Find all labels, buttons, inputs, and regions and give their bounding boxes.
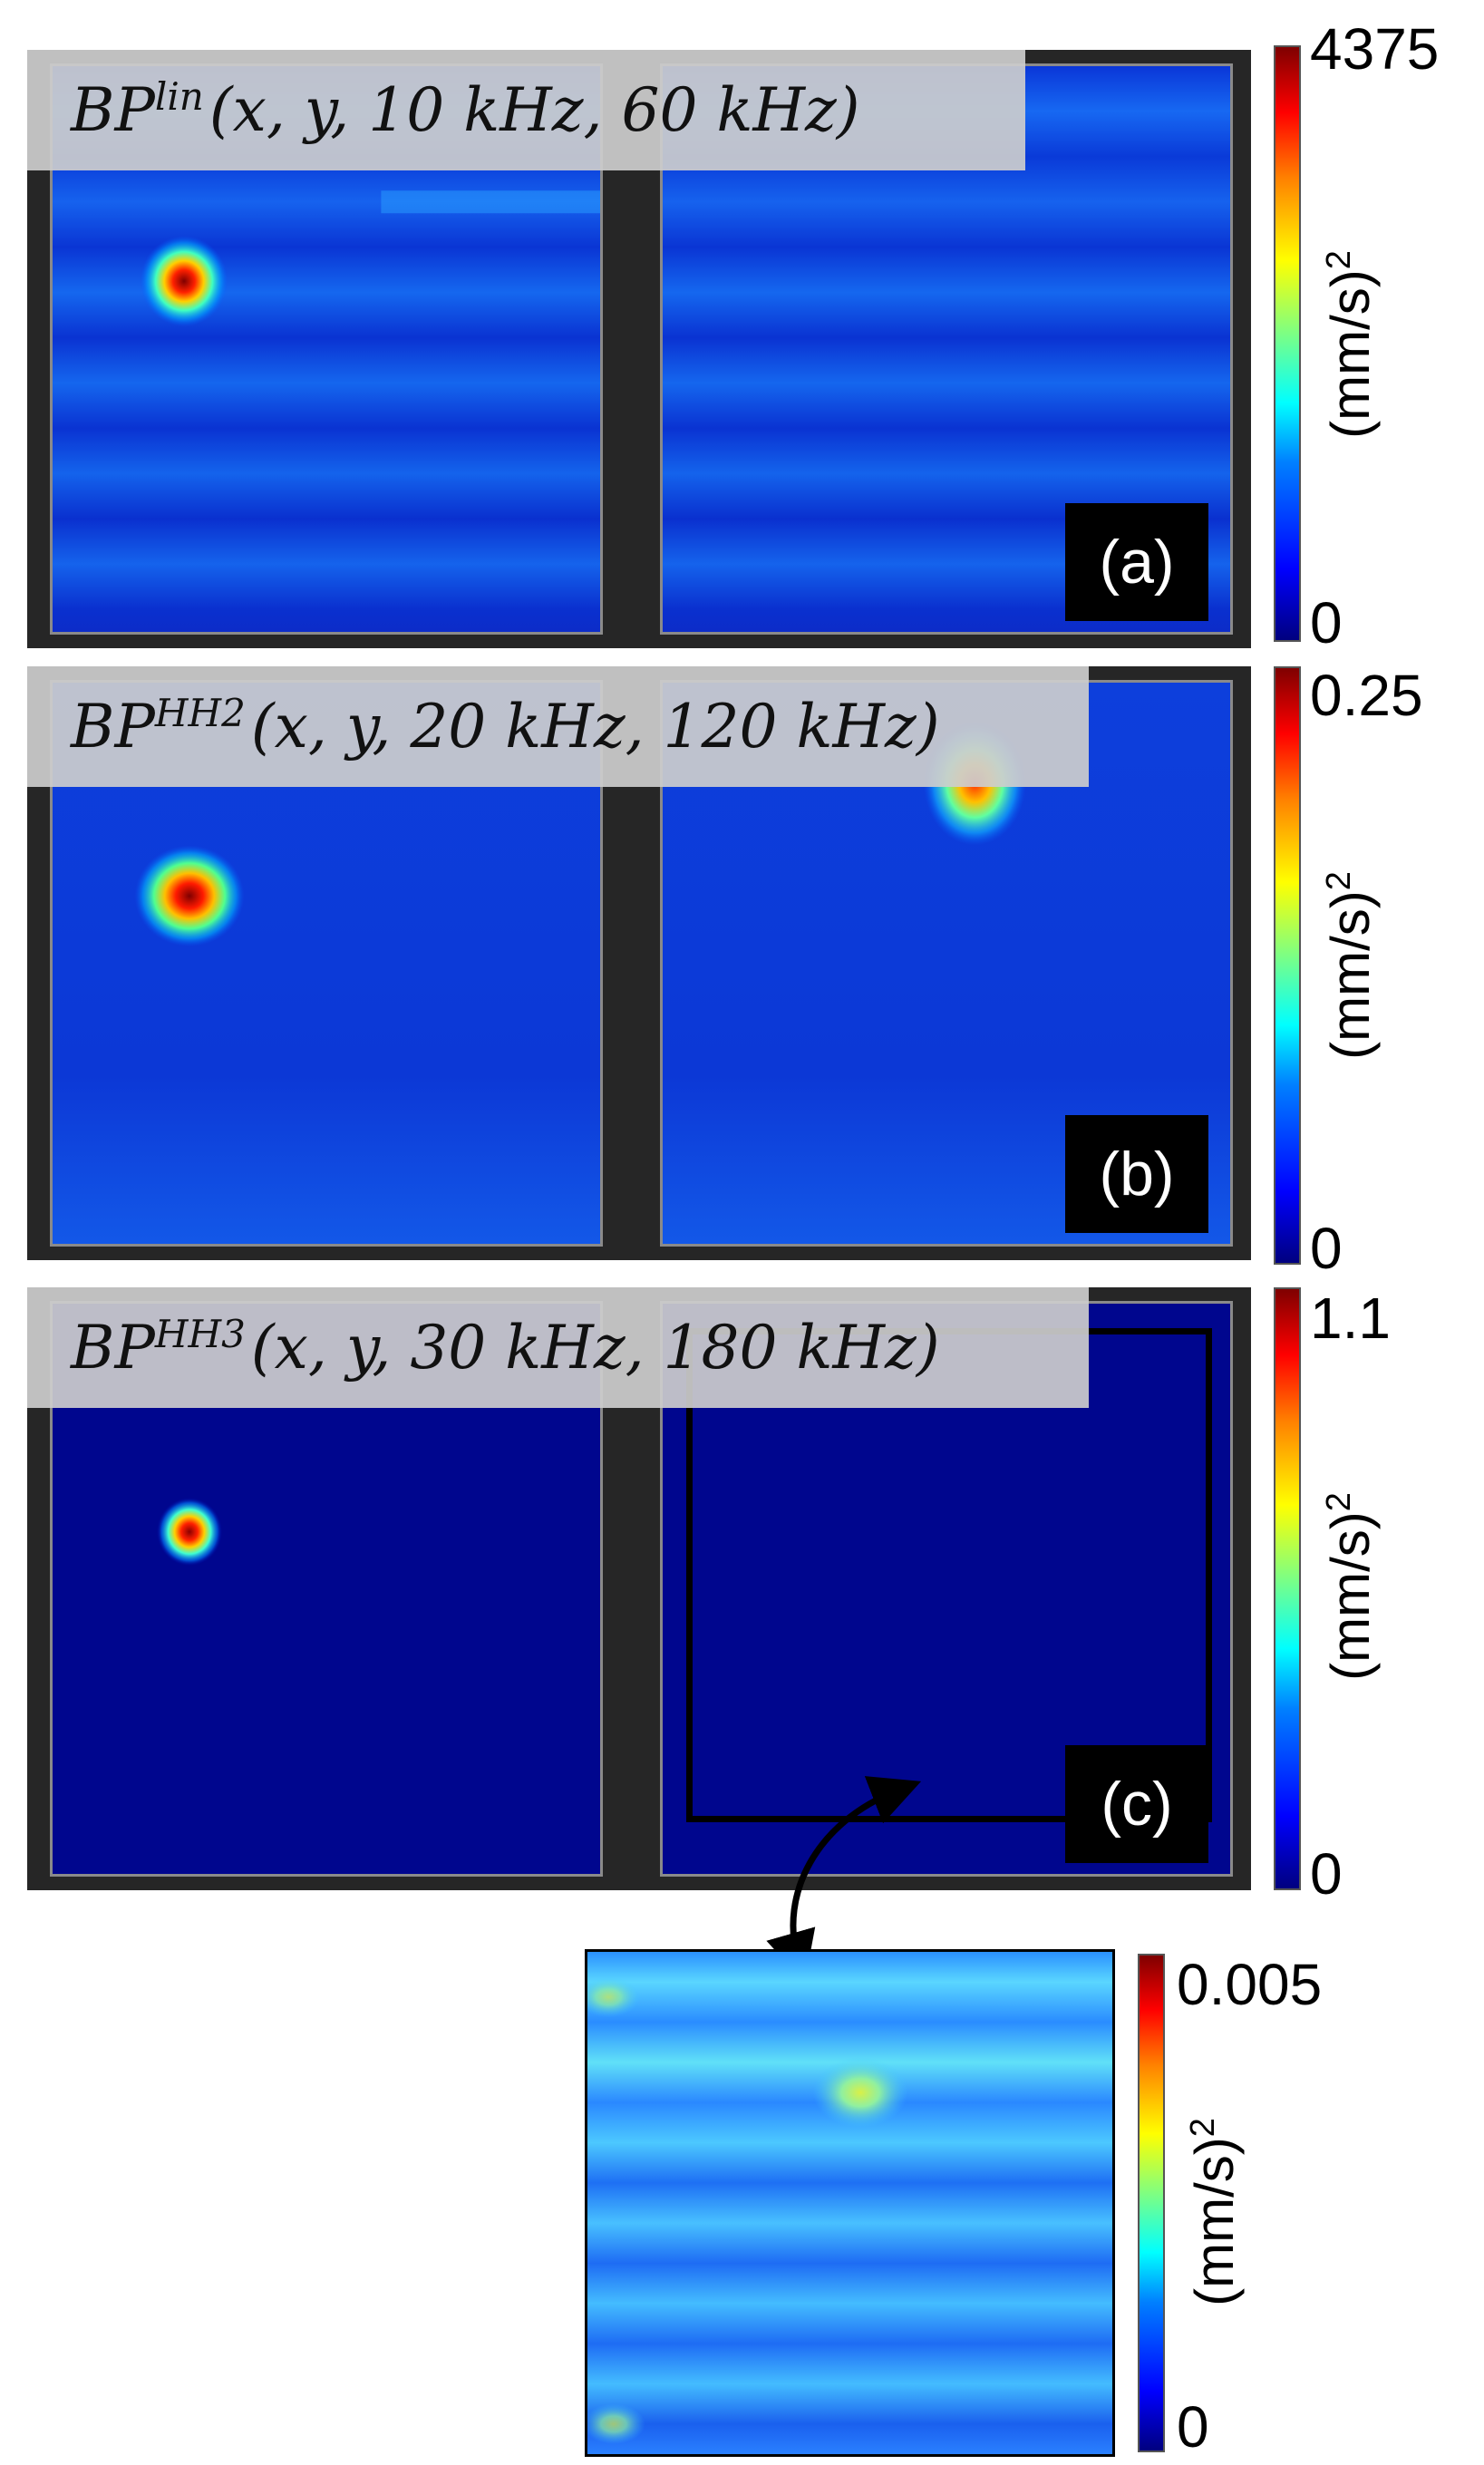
panel-b-title-sup: HH2 bbox=[154, 691, 246, 735]
inset-colorbar-unit: (mm/s)2 bbox=[1184, 2118, 1245, 2306]
panel-b-colorbar-max: 0.25 bbox=[1310, 663, 1423, 728]
panel-b-hotspot-left bbox=[134, 845, 245, 946]
panel-a-hotspot bbox=[140, 236, 228, 327]
panel-a-title-base: BP bbox=[71, 75, 155, 145]
panel-c-hotspot bbox=[156, 1497, 223, 1567]
inset-edge-glow-bottom bbox=[587, 2403, 645, 2444]
panel-a-colorbar-unit: (mm/s)2 bbox=[1320, 250, 1381, 439]
panel-c-title-sup: HH3 bbox=[154, 1312, 246, 1356]
inset-heatmap bbox=[587, 1952, 1112, 2454]
inset-edge-glow-top bbox=[587, 1976, 640, 2018]
panel-a-label: (a) bbox=[1065, 503, 1208, 621]
panel-c-colorbar-max: 1.1 bbox=[1310, 1286, 1391, 1351]
panel-b-colorbar-unit: (mm/s)2 bbox=[1320, 871, 1381, 1060]
panel-b-colorbar-min: 0 bbox=[1310, 1216, 1343, 1281]
inset-map bbox=[585, 1949, 1115, 2457]
panel-c-colorbar-unit: (mm/s)2 bbox=[1320, 1492, 1381, 1681]
inset-colorbar-max: 0.005 bbox=[1177, 1952, 1323, 2017]
panel-a-title: BPlin(x, y, 10 kHz, 60 kHz) bbox=[27, 50, 1025, 170]
panel-c-label: (c) bbox=[1065, 1745, 1208, 1863]
panel-c: BPHH3(x, y, 30 kHz, 180 kHz) (c) bbox=[27, 1287, 1251, 1890]
inset-hotspot bbox=[812, 2057, 908, 2128]
panel-a-colorbar bbox=[1274, 45, 1301, 642]
panel-a-left-stripe-cyan bbox=[381, 190, 600, 214]
panel-a: BPlin(x, y, 10 kHz, 60 kHz) (a) bbox=[27, 50, 1251, 648]
panel-b-colorbar bbox=[1274, 666, 1301, 1265]
panel-c-title-args: (x, y, 30 kHz, 180 kHz) bbox=[250, 1313, 940, 1383]
panel-b-title-args: (x, y, 20 kHz, 120 kHz) bbox=[250, 692, 940, 762]
inset-field bbox=[587, 1952, 1112, 2454]
panel-c-title: BPHH3(x, y, 30 kHz, 180 kHz) bbox=[27, 1287, 1089, 1408]
panel-a-title-sup: lin bbox=[154, 74, 204, 119]
panel-a-colorbar-min: 0 bbox=[1310, 590, 1343, 655]
panel-b-label: (b) bbox=[1065, 1115, 1208, 1233]
panel-c-colorbar-min: 0 bbox=[1310, 1841, 1343, 1907]
panel-c-title-base: BP bbox=[71, 1313, 155, 1383]
panel-b-title-base: BP bbox=[71, 692, 155, 762]
inset-colorbar bbox=[1138, 1954, 1165, 2452]
inset-colorbar-min: 0 bbox=[1177, 2394, 1209, 2460]
panel-a-colorbar-max: 4375 bbox=[1310, 16, 1440, 82]
panel-b-title: BPHH2(x, y, 20 kHz, 120 kHz) bbox=[27, 666, 1089, 787]
panel-b: BPHH2(x, y, 20 kHz, 120 kHz) (b) bbox=[27, 666, 1251, 1260]
panel-a-title-args: (x, y, 10 kHz, 60 kHz) bbox=[209, 75, 860, 145]
panel-c-colorbar bbox=[1274, 1287, 1301, 1890]
